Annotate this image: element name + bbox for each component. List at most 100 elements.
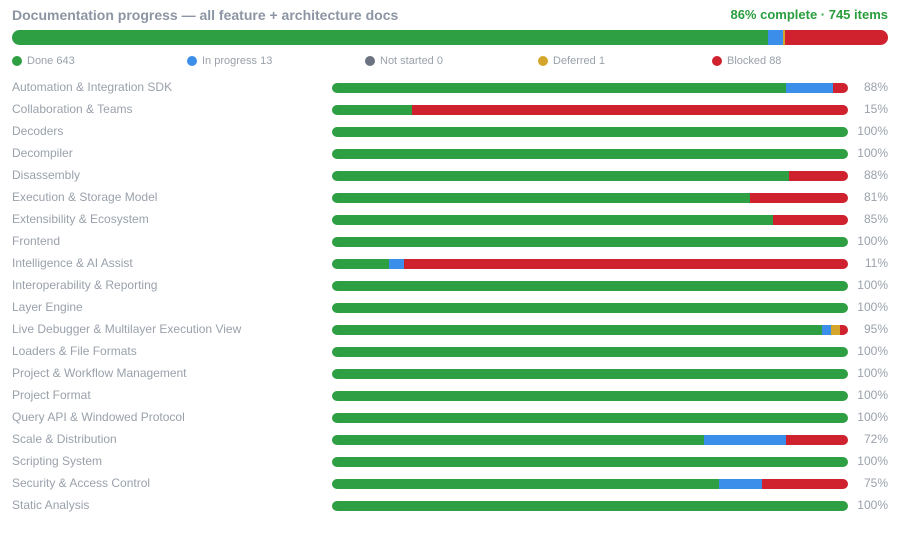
- category-row: Live Debugger & Multilayer Execution Vie…: [12, 319, 888, 341]
- category-row: Static Analysis 100%: [12, 495, 888, 517]
- category-progress-bar: [332, 105, 848, 115]
- category-label: Query API & Windowed Protocol: [12, 410, 185, 424]
- category-progress-bar: [332, 391, 848, 401]
- category-percent: 11%: [864, 256, 888, 270]
- overall-progress-bar: [12, 30, 888, 45]
- bar-segment-in-progress: [786, 83, 833, 93]
- legend-dot-icon: [538, 56, 548, 66]
- bar-segment-done: [332, 171, 789, 181]
- category-progress-bar: [332, 127, 848, 137]
- bar-segment-done: [332, 457, 848, 467]
- category-progress-bar: [332, 215, 848, 225]
- category-label: Execution & Storage Model: [12, 190, 158, 204]
- category-row: Decompiler 100%: [12, 143, 888, 165]
- bar-segment-done: [332, 237, 848, 247]
- category-row: Intelligence & AI Assist 11%: [12, 253, 888, 275]
- category-percent: 100%: [857, 454, 888, 468]
- legend-label: Blocked 88: [727, 55, 782, 67]
- category-percent: 88%: [863, 80, 888, 94]
- category-label: Layer Engine: [12, 300, 83, 314]
- category-label: Decompiler: [12, 146, 73, 160]
- bar-segment-done: [332, 105, 412, 115]
- category-progress-bar: [332, 281, 848, 291]
- category-label: Static Analysis: [12, 498, 90, 512]
- category-progress-bar: [332, 259, 848, 269]
- category-percent: 100%: [857, 300, 888, 314]
- bar-segment-done: [332, 435, 704, 445]
- legend-dot-icon: [712, 56, 722, 66]
- category-progress-bar: [332, 347, 848, 357]
- category-label: Scale & Distribution: [12, 432, 117, 446]
- bar-segment-done: [332, 281, 848, 291]
- category-percent: 100%: [857, 388, 888, 402]
- category-percent: 100%: [857, 410, 888, 424]
- header: Documentation progress — all feature + a…: [12, 7, 888, 25]
- bar-segment-blocked: [749, 193, 848, 203]
- category-row: Frontend 100%: [12, 231, 888, 253]
- category-label: Security & Access Control: [12, 476, 151, 490]
- category-percent: 15%: [863, 102, 888, 116]
- category-row: Disassembly 88%: [12, 165, 888, 187]
- bar-segment-blocked: [839, 325, 848, 335]
- category-label: Interoperability & Reporting: [12, 278, 158, 292]
- legend-item-deferred: Deferred 1: [538, 55, 605, 67]
- bar-segment-in-progress: [719, 479, 762, 489]
- bar-segment-blocked: [832, 83, 848, 93]
- bar-segment-in-progress: [388, 259, 405, 269]
- legend: Done 643 In progress 13 Not started 0 Defer…: [12, 55, 888, 69]
- legend-label: Not started 0: [380, 55, 443, 67]
- bar-segment-done: [332, 501, 848, 511]
- category-progress-bar: [332, 501, 848, 511]
- overall-segment-blocked: [784, 30, 888, 45]
- category-progress-bar: [332, 83, 848, 93]
- legend-label: Done 643: [27, 55, 75, 67]
- bar-segment-done: [332, 479, 719, 489]
- category-label: Frontend: [12, 234, 61, 248]
- category-label: Live Debugger & Multilayer Execution Vie…: [12, 322, 242, 336]
- bar-segment-blocked: [404, 259, 848, 269]
- bar-segment-in-progress: [822, 325, 831, 335]
- bar-segment-done: [332, 347, 848, 357]
- category-progress-bar: [332, 413, 848, 423]
- category-progress-bar: [332, 193, 848, 203]
- legend-item-blocked: Blocked 88: [712, 55, 781, 67]
- category-label: Extensibility & Ecosystem: [12, 212, 149, 226]
- bar-segment-done: [332, 127, 848, 137]
- legend-dot-icon: [187, 56, 197, 66]
- category-row: Layer Engine 100%: [12, 297, 888, 319]
- category-percent: 85%: [863, 212, 888, 226]
- category-label: Project & Workflow Management: [12, 366, 187, 380]
- overall-segment-in-progress: [768, 30, 784, 45]
- category-row: Project & Workflow Management 100%: [12, 363, 888, 385]
- legend-label: Deferred 1: [553, 55, 605, 67]
- bar-segment-blocked: [773, 215, 848, 225]
- category-label: Loaders & File Formats: [12, 344, 137, 358]
- category-row: Loaders & File Formats 100%: [12, 341, 888, 363]
- completion-summary: 86% complete · 745 items: [730, 7, 888, 22]
- legend-dot-icon: [365, 56, 375, 66]
- category-label: Intelligence & AI Assist: [12, 256, 133, 270]
- legend-item-not-started: Not started 0: [365, 55, 443, 67]
- category-label: Collaboration & Teams: [12, 102, 133, 116]
- category-label: Scripting System: [12, 454, 103, 468]
- category-percent: 100%: [857, 234, 888, 248]
- bar-segment-done: [332, 215, 774, 225]
- category-row: Automation & Integration SDK 88%: [12, 77, 888, 99]
- category-percent: 100%: [857, 344, 888, 358]
- category-list: Automation & Integration SDK 88% Collabora…: [12, 77, 888, 517]
- bar-segment-done: [332, 325, 823, 335]
- category-progress-bar: [332, 435, 848, 445]
- category-percent: 72%: [863, 432, 888, 446]
- bar-segment-blocked: [786, 435, 848, 445]
- category-row: Decoders 100%: [12, 121, 888, 143]
- category-progress-bar: [332, 149, 848, 159]
- category-row: Scripting System 100%: [12, 451, 888, 473]
- bar-segment-blocked: [788, 171, 848, 181]
- category-percent: 100%: [857, 498, 888, 512]
- category-label: Automation & Integration SDK: [12, 80, 173, 94]
- category-row: Security & Access Control 75%: [12, 473, 888, 495]
- overall-segment-done: [12, 30, 769, 45]
- category-label: Decoders: [12, 124, 64, 138]
- category-progress-bar: [332, 457, 848, 467]
- legend-dot-icon: [12, 56, 22, 66]
